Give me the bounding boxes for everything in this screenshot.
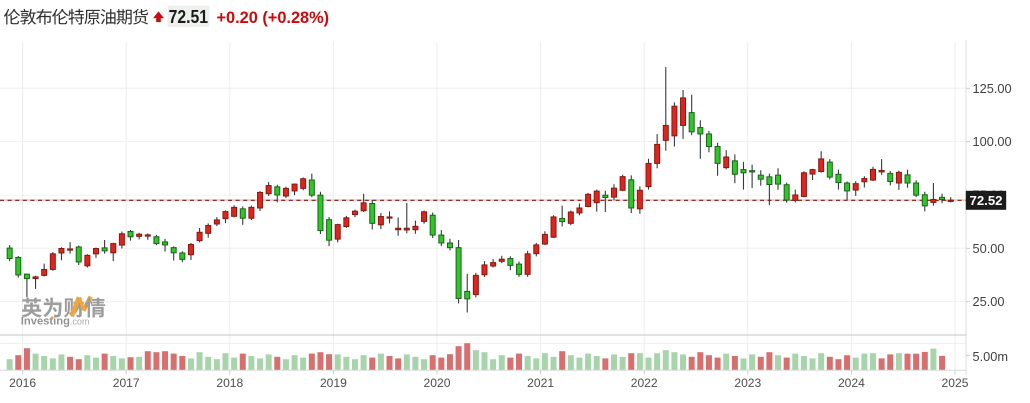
svg-text:2024: 2024 <box>838 376 865 390</box>
svg-text:Investing.com: Investing.com <box>21 316 90 328</box>
svg-text:25.00: 25.00 <box>973 294 1005 309</box>
svg-text:2021: 2021 <box>527 376 554 390</box>
svg-text:2025: 2025 <box>942 376 969 390</box>
svg-text:2022: 2022 <box>631 376 658 390</box>
svg-text:72.51: 72.51 <box>169 7 208 27</box>
svg-text:125.00: 125.00 <box>973 81 1012 96</box>
svg-text:72.52: 72.52 <box>969 193 1002 208</box>
svg-text:+0.20 (+0.28%): +0.20 (+0.28%) <box>217 8 330 27</box>
svg-text:50.00: 50.00 <box>973 241 1005 256</box>
svg-text:2018: 2018 <box>216 376 243 390</box>
svg-text:2019: 2019 <box>320 376 347 390</box>
svg-text:2023: 2023 <box>734 376 761 390</box>
svg-text:100.00: 100.00 <box>973 134 1012 149</box>
svg-text:2017: 2017 <box>113 376 140 390</box>
svg-text:5.00m: 5.00m <box>973 349 1009 364</box>
svg-text:2020: 2020 <box>424 376 451 390</box>
svg-text:2016: 2016 <box>9 376 36 390</box>
